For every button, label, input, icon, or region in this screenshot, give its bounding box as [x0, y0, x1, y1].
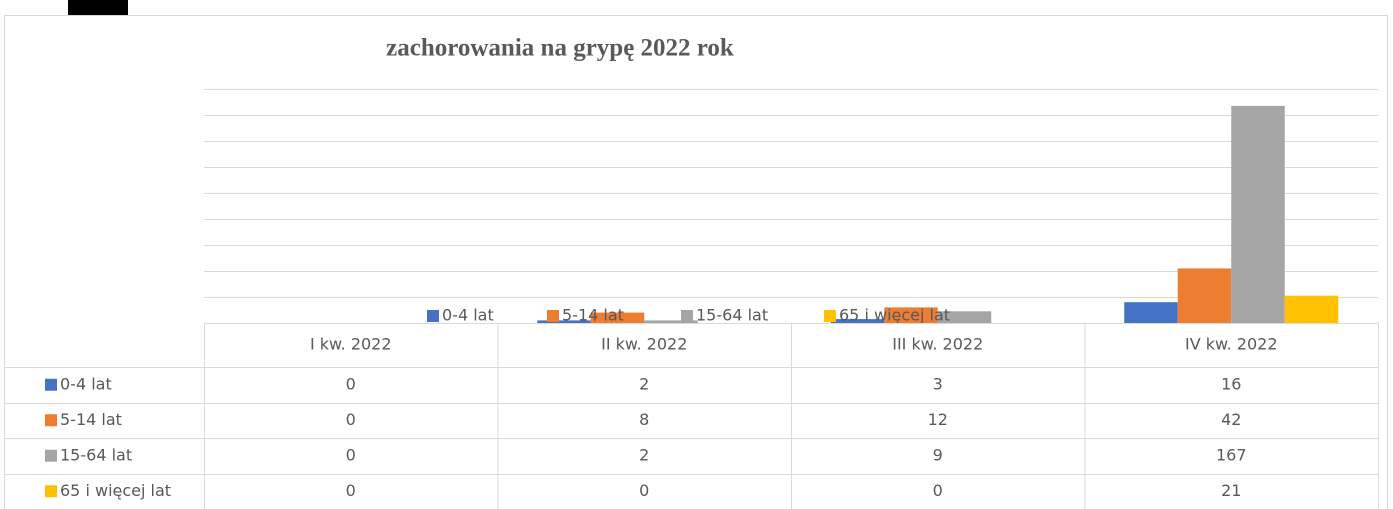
bar — [644, 320, 698, 323]
bar — [830, 319, 885, 323]
table-value: 2 — [639, 374, 649, 393]
bar — [937, 311, 992, 323]
x-tick-label: III kw. 2022 — [892, 335, 983, 354]
table-value: 21 — [1221, 481, 1241, 500]
legend-label: 15-64 lat — [696, 306, 768, 325]
bar — [1177, 268, 1232, 323]
table-value: 9 — [933, 445, 943, 464]
bar — [884, 307, 938, 323]
table-swatch — [45, 414, 57, 427]
bar — [1124, 302, 1178, 323]
chart-border — [4, 15, 1388, 509]
table-value: 167 — [1216, 445, 1247, 464]
table-value: 0 — [346, 374, 356, 393]
row-label: 15-64 lat — [60, 445, 132, 464]
table-value: 0 — [346, 445, 356, 464]
row-label: 5-14 lat — [60, 410, 122, 429]
table-value: 12 — [928, 410, 948, 429]
table-value: 2 — [639, 445, 649, 464]
bar — [1231, 105, 1285, 324]
chart-title: zachorowania na grypę 2022 rok — [386, 35, 734, 62]
legend-label: 65 i więcej lat — [839, 306, 950, 325]
bar — [537, 320, 591, 323]
table-value: 8 — [639, 410, 649, 429]
legend-swatch — [427, 310, 439, 322]
x-tick-label: II kw. 2022 — [601, 335, 687, 354]
x-tick-label: I kw. 2022 — [310, 335, 392, 354]
legend-swatch — [824, 310, 836, 322]
table-value: 0 — [346, 481, 356, 500]
table-value: 0 — [933, 481, 943, 500]
bar — [590, 312, 645, 323]
row-label: 65 i więcej lat — [60, 481, 171, 500]
table-swatch — [45, 449, 57, 462]
table-swatch — [45, 378, 57, 391]
row-label: 0-4 lat — [60, 374, 112, 393]
legend-swatch — [547, 310, 559, 322]
legend-label: 0-4 lat — [442, 306, 494, 325]
table-value: 42 — [1221, 410, 1241, 429]
legend-label: 5-14 lat — [562, 306, 624, 325]
bar — [1284, 295, 1339, 323]
table-value: 0 — [639, 481, 649, 500]
redaction — [68, 0, 128, 15]
table-value: 0 — [346, 410, 356, 429]
legend-swatch — [681, 310, 693, 322]
table-value: 3 — [933, 374, 943, 393]
table-value: 16 — [1221, 374, 1241, 393]
x-tick-label: IV kw. 2022 — [1185, 335, 1278, 354]
table-swatch — [45, 485, 57, 498]
